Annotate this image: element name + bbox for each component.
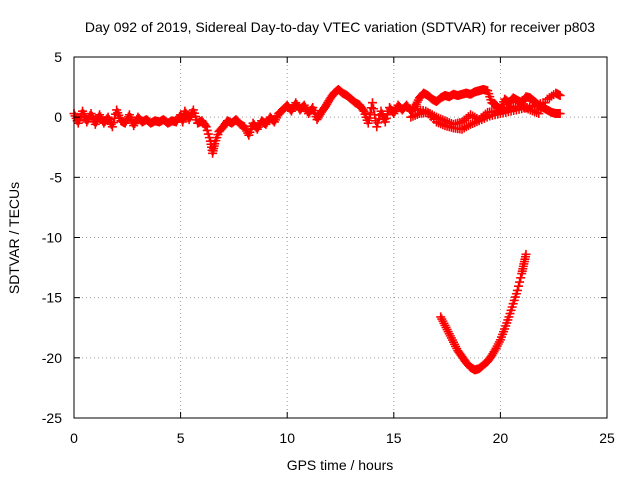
data-point [493,339,503,349]
data-point [299,100,309,110]
data-point [411,99,421,109]
data-point [107,122,117,132]
data-point [108,118,118,128]
data-point [180,106,190,116]
data-point [438,316,448,326]
data-point [494,337,504,347]
y-tick-labels: -25 -20 -15 -10 -5 0 5 [42,49,62,426]
y-tick-label: 0 [54,109,62,125]
x-tick-label: 15 [386,430,402,446]
y-tick-label: -5 [50,169,63,185]
data-point [492,341,502,351]
data-point [363,118,373,128]
data-point [472,117,482,127]
data-point [364,113,374,123]
x-tick-label: 10 [279,430,295,446]
data-point [442,325,452,335]
data-point [436,312,446,322]
y-tick-label: 5 [54,49,62,65]
data-point [129,121,139,131]
data-point [366,103,376,113]
data-point [440,320,450,330]
y-tick-label: -10 [42,230,62,246]
data-point [130,118,140,128]
data-point [367,98,377,108]
data-point [408,111,418,121]
data-point [389,109,399,119]
data-point [270,115,280,125]
data-point [514,281,524,291]
data-point [200,120,210,130]
data-point [516,273,526,283]
data-point [445,331,455,341]
x-tick-labels: 0 5 10 15 20 25 [70,430,615,446]
data-point [450,339,460,349]
data-point [431,117,441,127]
data-point [373,118,383,128]
y-tick-label: -15 [42,290,62,306]
data-point [466,119,476,129]
data-point [406,112,416,122]
x-tick-label: 25 [599,430,615,446]
data-point [358,105,368,115]
data-point [441,322,451,332]
data-series [69,84,565,375]
data-point [252,124,262,134]
chart-title: Day 092 of 2019, Sidereal Day-to-day VTE… [85,19,595,35]
data-point [451,341,461,351]
data-point [438,120,448,130]
y-axis-label: SDTVAR / TECUs [6,182,22,294]
data-point [369,104,379,114]
data-point [470,118,480,128]
data-point [307,104,317,114]
data-point [95,110,105,120]
axis-ticks [73,56,608,419]
data-point [437,314,447,324]
data-point [555,91,565,101]
data-point [444,329,454,339]
x-axis-label: GPS time / hours [287,457,394,473]
series-1 [436,249,531,375]
data-point [446,333,456,343]
data-point [436,119,446,129]
data-point [269,117,279,127]
data-point [490,345,500,355]
data-point [253,122,263,132]
data-point [521,249,531,259]
data-point [448,337,458,347]
data-point [181,108,191,118]
data-point [512,285,522,295]
series-0 [69,84,565,158]
data-point [538,98,548,108]
data-point [272,113,282,123]
data-point [286,106,296,116]
data-point [390,106,400,116]
x-tick-label: 5 [177,430,185,446]
data-point [491,343,501,353]
x-tick-label: 0 [70,430,78,446]
data-point [439,318,449,328]
data-point [555,109,565,119]
y-tick-label: -25 [42,410,62,426]
data-point [463,121,473,131]
x-tick-label: 20 [493,430,509,446]
data-point [288,104,298,114]
data-point [372,122,382,132]
data-point [443,327,453,337]
data-point [468,118,478,128]
data-point [515,277,525,287]
data-point [434,118,444,128]
y-tick-label: -20 [42,350,62,366]
data-point [447,335,457,345]
